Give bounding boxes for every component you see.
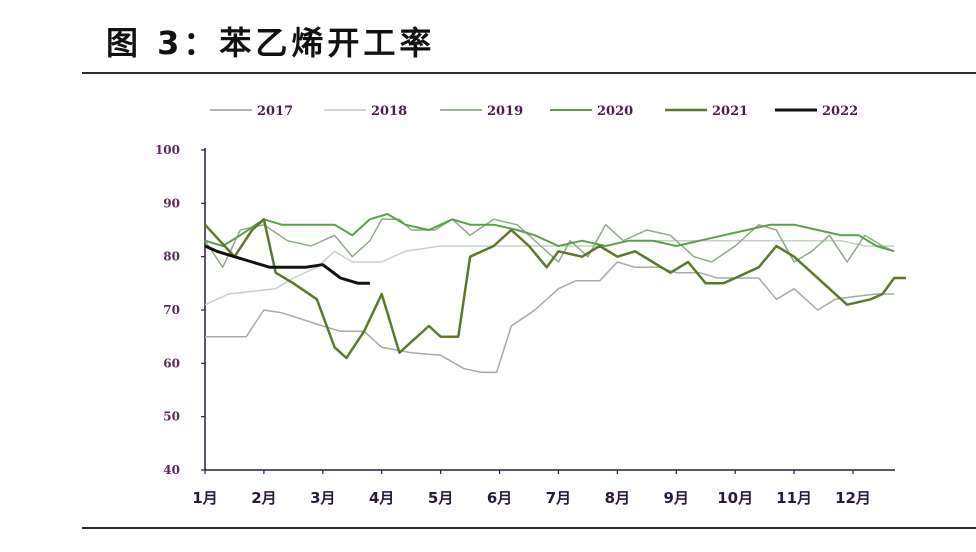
series-2017 [205,261,895,374]
legend-label-2017: 2017 [257,104,293,119]
y-tick-label: 40 [163,463,180,477]
bottom-divider [82,527,976,529]
y-tick-label: 70 [163,303,180,317]
legend-label-2021: 2021 [712,104,748,119]
legend-label-2019: 2019 [487,104,523,119]
legend-label-2020: 2020 [597,104,633,119]
x-tick-label: 12月 [835,489,871,507]
series-2018 [204,239,895,306]
x-tick-label: 10月 [717,489,753,507]
x-tick-label: 9月 [664,489,689,507]
y-tick-label: 60 [163,356,180,370]
x-tick-label: 8月 [605,489,630,507]
series-2019 [204,218,895,269]
legend-label-2018: 2018 [371,104,407,119]
y-tick-label: 50 [163,410,180,424]
x-tick-label: 6月 [487,489,512,507]
y-tick-label: 80 [163,250,180,264]
y-tick-label: 100 [155,143,180,157]
legend: 2017 2018 2019 2020 2021 2022 [210,104,858,119]
x-tick-label: 4月 [369,489,394,507]
series-lines [204,213,906,374]
x-tick-label: 3月 [310,489,335,507]
legend-label-2022: 2022 [822,104,858,119]
series-2021 [204,218,906,360]
chart-title: 图 3：苯乙烯开工率 [106,24,436,62]
series-2022 [204,244,370,285]
x-tick-label: 5月 [428,489,453,507]
axes: 40 50 60 70 80 90 100 1月 2月 3月 4月 5月 6月 7月 8月 9月 10月 11月 1… [155,143,895,507]
top-divider [82,72,976,74]
x-tick-label: 1月 [192,489,217,507]
x-tick-label: 11月 [776,489,812,507]
x-tick-label: 2月 [251,489,276,507]
y-tick-label: 90 [163,196,180,210]
x-tick-label: 7月 [546,489,571,507]
series-2020 [204,213,895,253]
